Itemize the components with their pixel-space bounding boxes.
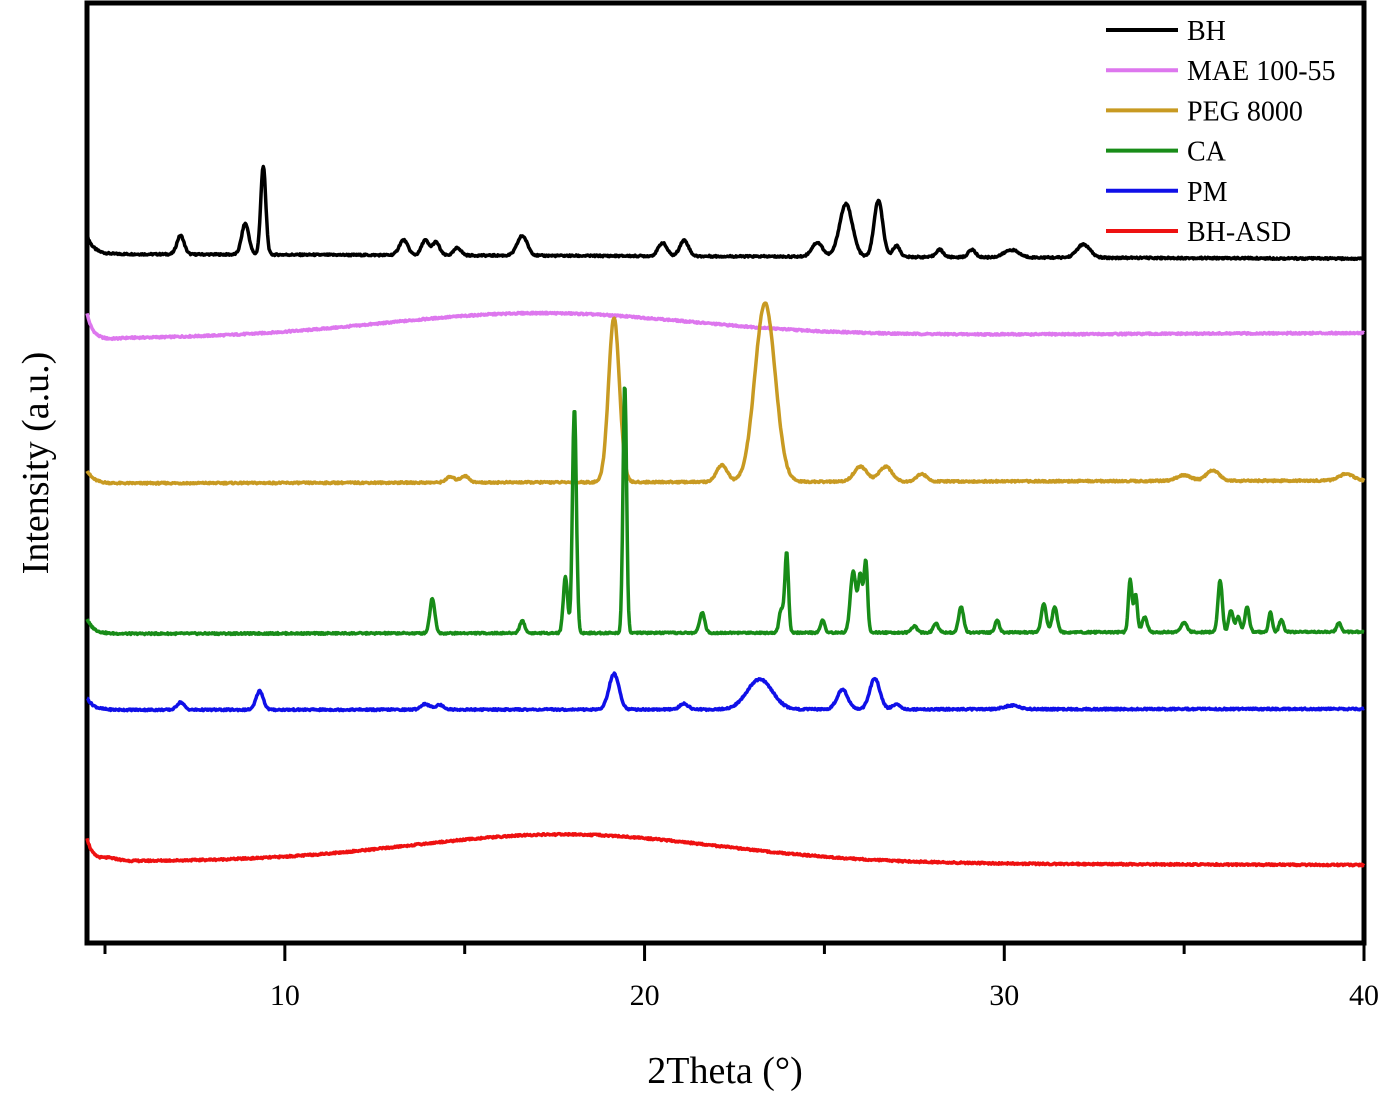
series-line-mae-100-55 bbox=[85, 310, 1366, 342]
legend-label: MAE 100-55 bbox=[1187, 56, 1336, 87]
y-axis-title: Intensity (a.u.) bbox=[15, 352, 57, 575]
x-tick-label: 30 bbox=[989, 979, 1019, 1012]
series-line-bh-asd bbox=[85, 831, 1366, 868]
x-tick-label: 40 bbox=[1349, 979, 1379, 1012]
legend-label: BH bbox=[1187, 16, 1226, 47]
legend-label: CA bbox=[1187, 137, 1227, 168]
series-layer bbox=[85, 164, 1366, 868]
x-tick-label: 10 bbox=[270, 979, 300, 1012]
x-axis-title: 2Theta (°) bbox=[647, 1050, 803, 1092]
legend-label: PEG 8000 bbox=[1187, 96, 1303, 127]
series-line-pm bbox=[85, 671, 1366, 713]
legend: BH MAE 100-55 PEG 8000 CA PM BH-ASD bbox=[1106, 16, 1336, 248]
tick-layer: 10 20 30 40 bbox=[103, 943, 1379, 1012]
x-tick-label: 20 bbox=[630, 979, 660, 1012]
plot-frame bbox=[84, 0, 1367, 946]
series-line-ca bbox=[85, 386, 1366, 637]
legend-label: PM bbox=[1187, 177, 1228, 208]
series-line-peg-8000 bbox=[85, 301, 1366, 486]
series-line-bh bbox=[85, 164, 1366, 262]
legend-label: BH-ASD bbox=[1187, 217, 1291, 248]
